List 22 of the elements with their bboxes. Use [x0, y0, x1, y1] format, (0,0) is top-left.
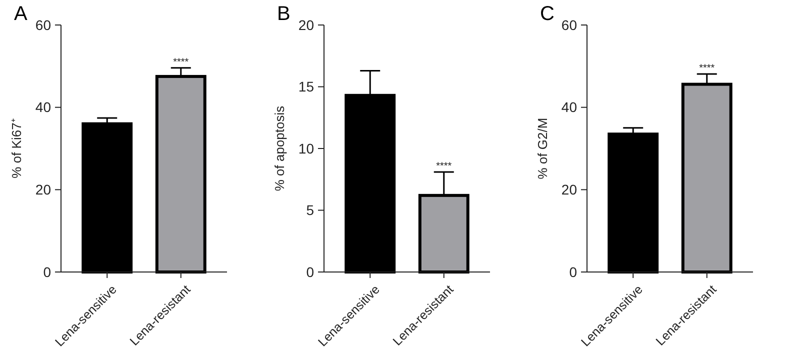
y-tick-label: 20: [561, 182, 578, 198]
y-tick-label: 0: [306, 264, 314, 280]
y-axis-title: % of apoptosis: [272, 105, 287, 192]
y-tick-label: 60: [561, 16, 578, 33]
y-tick-label: 40: [561, 99, 578, 116]
chart-title: B: [277, 3, 290, 25]
y-tick-label: 5: [306, 202, 314, 218]
annotation: ****: [436, 160, 452, 172]
y-tick-label: 60: [35, 16, 52, 33]
y-tick-label: 15: [298, 78, 314, 95]
y-tick-label: 20: [35, 182, 52, 198]
chart-title: C: [540, 3, 554, 25]
y-tick-label: 0: [569, 264, 578, 280]
y-tick-label: 10: [298, 140, 314, 156]
y-axis-title: % of Ki67⁺: [9, 118, 24, 178]
annotation: ****: [173, 56, 189, 68]
y-tick-label: 0: [43, 264, 52, 280]
chart-title: A: [14, 3, 28, 25]
y-tick-label: 20: [298, 16, 314, 33]
y-axis-title: % of G2/M: [535, 118, 550, 180]
annotation: ****: [699, 62, 715, 74]
y-tick-label: 40: [35, 99, 52, 116]
